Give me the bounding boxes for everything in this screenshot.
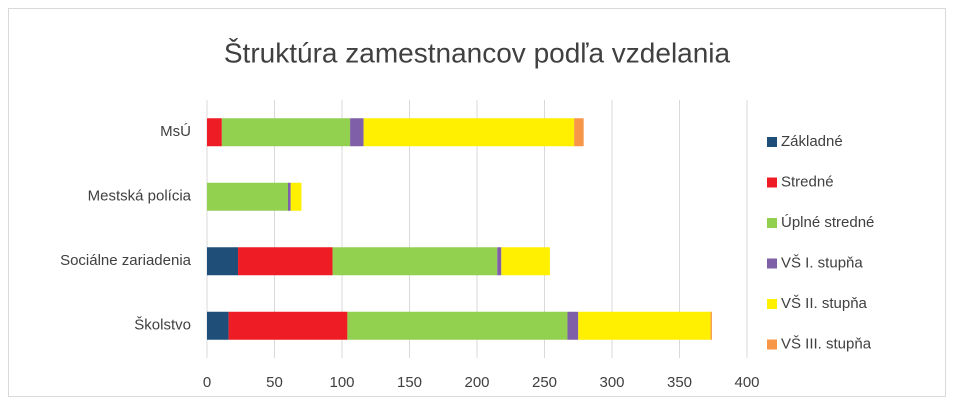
bar-segment (567, 311, 579, 340)
y-tick-label: Mestská polícia (88, 188, 192, 205)
legend-swatch (767, 177, 777, 188)
x-tick-label: 250 (532, 374, 557, 391)
bar-segment (207, 311, 229, 340)
legend-label: VŠ III. stupňa (781, 335, 872, 352)
x-tick-label: 200 (464, 374, 489, 391)
x-tick-label: 50 (266, 374, 283, 391)
bar-segment (221, 118, 351, 147)
bar-segment (578, 311, 711, 340)
legend-swatch (767, 299, 777, 309)
legend-swatch (767, 218, 777, 228)
x-tick-label: 350 (667, 374, 692, 391)
legend-label: Stredné (781, 173, 834, 190)
bar-segment (207, 247, 239, 276)
y-tick-label: Školstvo (134, 317, 191, 334)
legend-label: VŠ II. stupňa (781, 295, 868, 312)
legend-label: Základné (781, 133, 843, 150)
bar-segment (501, 247, 550, 276)
legend-label: Úplné stredné (781, 214, 874, 231)
x-tick-label: 300 (599, 374, 624, 391)
bar-segment (207, 182, 288, 211)
x-tick-label: 100 (329, 374, 354, 391)
chart-title: Štruktúra zamestnancov podľa vzdelania (224, 37, 731, 68)
y-tick-label: MsÚ (160, 123, 191, 140)
bar-segment (710, 311, 712, 340)
x-tick-label: 0 (203, 374, 211, 391)
bar-segment (363, 118, 575, 147)
bar-segment (290, 182, 302, 211)
bar-segment (207, 118, 222, 147)
y-tick-label: Sociálne zariadenia (60, 252, 192, 269)
bar-segment (347, 311, 568, 340)
legend-swatch (767, 339, 777, 350)
bar-segment (350, 118, 364, 147)
bar-segment (228, 311, 348, 340)
legend-swatch (767, 258, 777, 269)
bar-segment (332, 247, 498, 276)
bar-segment (238, 247, 333, 276)
legend-label: VŠ I. stupňa (781, 254, 863, 271)
x-tick-label: 400 (734, 374, 759, 391)
legend-swatch (767, 137, 777, 147)
x-tick-label: 150 (397, 374, 422, 391)
bar-segment (497, 247, 502, 276)
bar-segment (574, 118, 584, 147)
bar-segment (288, 182, 291, 211)
